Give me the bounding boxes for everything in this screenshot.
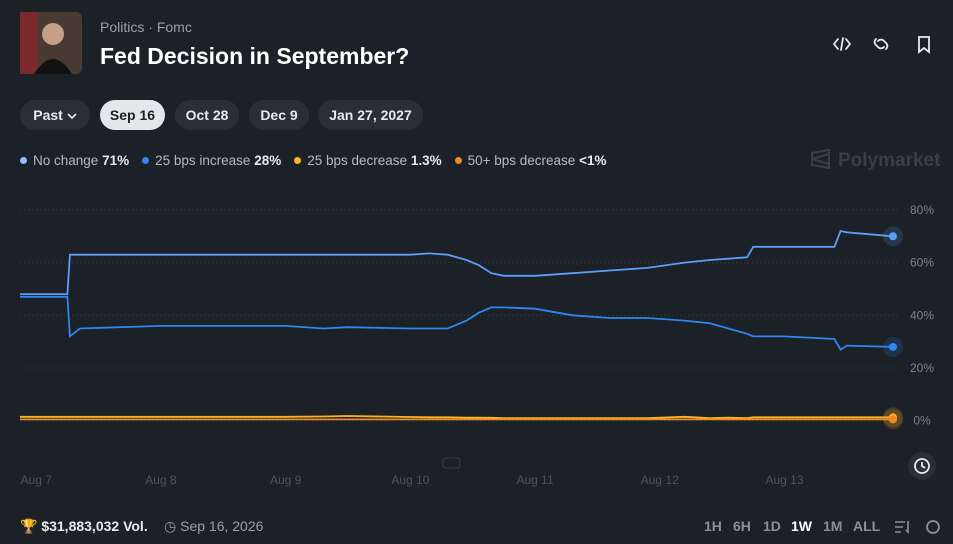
- tab-label: Oct 28: [185, 107, 229, 123]
- chart-settings: [895, 520, 940, 534]
- embed-button[interactable]: [832, 37, 852, 51]
- tab-label: Dec 9: [260, 107, 298, 123]
- legend-item: 25 bps increase 28%: [142, 153, 281, 168]
- brand-name: Polymarket: [838, 150, 941, 171]
- title: Fed Decision in September?: [100, 43, 410, 69]
- date-tab[interactable]: Past: [20, 100, 90, 130]
- date-tab[interactable]: Jan 27, 2027: [318, 100, 423, 130]
- legend-item: 50+ bps decrease <1%: [454, 153, 607, 168]
- y-tick-label: 60%: [910, 256, 934, 270]
- series-line: [20, 229, 894, 296]
- settings-button[interactable]: [926, 520, 940, 534]
- end-point: [889, 342, 897, 351]
- x-tick-label: Aug 11: [516, 473, 553, 487]
- legend-value: 71%: [102, 153, 130, 168]
- brand: Polymarket: [810, 148, 941, 172]
- tab-label: Jan 27, 2027: [329, 107, 412, 123]
- time-button[interactable]: [907, 451, 937, 481]
- category[interactable]: Politics: [100, 19, 145, 35]
- legend-name: 25 bps decrease: [307, 153, 408, 168]
- y-tick-label: 20%: [910, 361, 934, 375]
- tab-label: Past: [33, 107, 63, 123]
- y-tick-label: 80%: [910, 203, 934, 217]
- brand-logo: [811, 148, 830, 170]
- market-image: [20, 12, 82, 74]
- legend: No change 71% 25 bps increase 28% 25 bps d…: [20, 153, 606, 168]
- legend-name: 25 bps increase: [155, 153, 251, 168]
- range-button[interactable]: 6H: [733, 518, 751, 534]
- end-point: [889, 232, 897, 241]
- legend-dot: [294, 157, 302, 164]
- y-tick-label: 40%: [910, 308, 934, 322]
- volume-text: $31,883,032 Vol.: [41, 518, 148, 534]
- series-line: [20, 296, 894, 351]
- x-tick-label: Aug 13: [765, 473, 803, 487]
- series-line: [20, 415, 893, 420]
- scroll-handle: [442, 457, 461, 469]
- range-button[interactable]: 1D: [763, 518, 781, 534]
- legend-value: 28%: [254, 153, 282, 168]
- bookmark-button[interactable]: [918, 36, 930, 54]
- x-tick-label: Aug 10: [391, 473, 429, 487]
- chevron: [67, 113, 77, 120]
- legend-dot: [142, 157, 150, 164]
- legend-name: 50+ bps decrease: [467, 153, 576, 168]
- subcategory[interactable]: Fomc: [156, 19, 192, 35]
- legend-name: No change: [33, 153, 99, 168]
- legend-dot: [454, 157, 462, 164]
- tab-label: Sep 16: [109, 107, 156, 123]
- breadcrumb: Politics · Fomc: [100, 19, 192, 35]
- date-tab[interactable]: Sep 16: [100, 100, 165, 130]
- chart: 0% 20% 40% 60% 80% Aug 7 Aug 8 Aug 9 Aug 10 Aug 1…: [20, 203, 934, 487]
- date-tab[interactable]: Dec 9: [249, 100, 309, 130]
- sort-button[interactable]: [895, 521, 909, 534]
- legend-item: No change 71%: [20, 153, 129, 168]
- x-tick-label: Aug 9: [270, 473, 302, 487]
- y-tick-label: 0%: [913, 414, 931, 428]
- header-actions: [832, 36, 930, 54]
- x-tick-label: Aug 7: [21, 473, 53, 487]
- range-button[interactable]: 1H: [704, 518, 722, 534]
- link-button[interactable]: [873, 38, 889, 50]
- volume: 🏆 $31,883,032 Vol.: [20, 518, 148, 534]
- end-date-text: Sep 16, 2026: [180, 518, 264, 534]
- range-button[interactable]: 1W: [791, 518, 812, 534]
- legend-value: <1%: [579, 153, 607, 168]
- legend-item: 25 bps decrease 1.3%: [294, 153, 442, 168]
- legend-value: 1.3%: [410, 153, 442, 168]
- range-button[interactable]: ALL: [853, 518, 881, 534]
- date-tab[interactable]: Oct 28: [175, 100, 239, 130]
- legend-dot: [20, 157, 27, 164]
- end-point: [889, 415, 897, 424]
- x-tick-label: Aug 12: [641, 473, 679, 487]
- x-tick-label: Aug 8: [145, 473, 177, 487]
- end-date: ◷ Sep 16, 2026: [164, 518, 264, 534]
- range-button[interactable]: 1M: [823, 518, 843, 534]
